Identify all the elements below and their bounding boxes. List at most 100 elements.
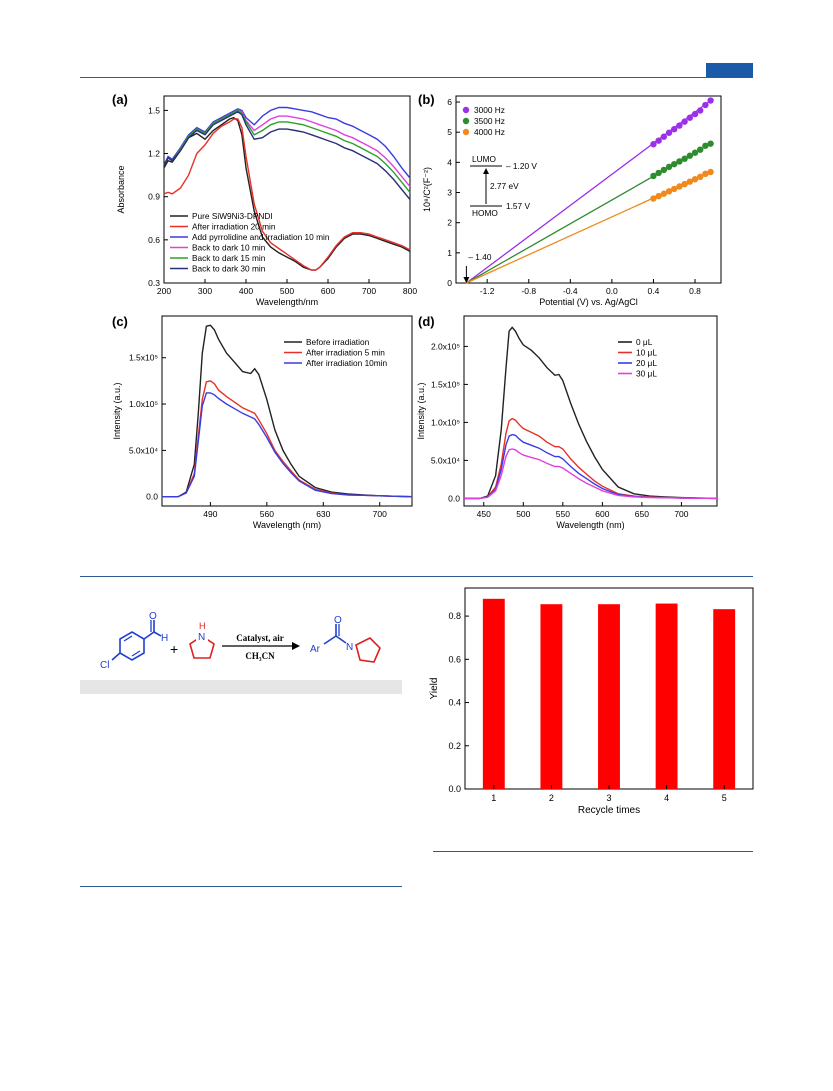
y-axis-label: Intensity (a.u.) [416, 382, 426, 439]
reaction-arrowhead [292, 642, 300, 650]
series-line [163, 118, 411, 271]
conditions-top: Catalyst, air [236, 633, 284, 643]
series-line [464, 326, 718, 500]
x-axis-label: Potential (V) vs. Ag/AgCl [539, 297, 638, 307]
y-tick-label: 0.4 [448, 698, 461, 708]
x-tick-label: 600 [321, 286, 335, 296]
x-tick-label: 800 [403, 286, 417, 296]
figure1-bottom-rule [80, 576, 753, 577]
pyrrolidine-n: N [198, 632, 205, 643]
bar [713, 609, 736, 789]
series-line [464, 417, 718, 500]
plot-frame [455, 95, 722, 284]
x-tick-label: -0.8 [521, 286, 536, 296]
x-tick-label: 3 [606, 793, 611, 803]
flatband-value: – 1.40 [468, 252, 491, 262]
series-line [163, 116, 411, 271]
data-point [702, 142, 709, 149]
x-tick-label: 300 [198, 286, 212, 296]
data-point [707, 140, 714, 147]
x-tick-label: 4 [664, 793, 669, 803]
x-tick-label: 700 [362, 286, 376, 296]
series-line [163, 109, 411, 193]
scheme-table-header-bar [80, 680, 402, 694]
y-axis-label: 10⁸/C²(F⁻²) [422, 167, 432, 212]
data-point [655, 137, 662, 144]
data-point [660, 190, 668, 197]
y-tick-label: 0 [447, 278, 452, 288]
legend-entry: 30 μL [636, 369, 657, 379]
legend-entry: After irradiation 10min [306, 358, 388, 368]
y-tick-label: 6 [447, 97, 452, 107]
ring-inner-bond [131, 650, 141, 657]
y-tick-label: 1.0x10⁵ [129, 399, 158, 409]
legend-entry: 20 μL [636, 358, 657, 368]
legend-entry: 0 μL [636, 337, 653, 347]
flatband-arrowhead [463, 277, 470, 283]
legend-entry: 4000 Hz [474, 127, 505, 137]
legend-entry: 3500 Hz [474, 116, 505, 126]
aldehyde-o-label: O [149, 611, 157, 622]
lumo-label: LUMO [472, 154, 497, 164]
conditions-bottom: CH₃CN [245, 651, 275, 661]
data-point [681, 118, 688, 125]
homo-label: HOMO [472, 208, 498, 218]
legend-marker [462, 128, 470, 136]
aldehyde-h-bond [153, 631, 162, 637]
legend-entry: Back to dark 15 min [192, 253, 266, 263]
legend-entry: Back to dark 10 min [192, 243, 266, 253]
y-tick-label: 5.0x10⁴ [129, 445, 159, 455]
legend-entry: Back to dark 30 min [192, 264, 266, 274]
y-tick-label: 0.0 [146, 492, 158, 502]
x-tick-label: 600 [595, 509, 609, 519]
legend-entry: Pure SiW9Ni3-DPNDI [192, 211, 273, 221]
x-tick-label: 700 [674, 509, 688, 519]
y-tick-label: 1.2 [148, 149, 160, 159]
legend-entry: After irradiation 5 min [306, 348, 385, 358]
data-point [691, 149, 699, 156]
x-tick-label: 630 [316, 509, 330, 519]
data-point [655, 169, 662, 177]
data-point [665, 188, 673, 195]
series-line [163, 106, 411, 179]
x-tick-label: -1.2 [480, 286, 495, 296]
panel-b-mott-schottky-chart: (b) -1.2 -0.8 -0.4 0.0 0.4 0.8 0 1 2 3 4 5 6 Potential… [418, 92, 722, 307]
y-tick-label: 1.5x10⁵ [129, 353, 158, 363]
data-point [681, 180, 688, 188]
data-point [671, 125, 678, 133]
series-line [464, 433, 718, 500]
data-point [697, 146, 704, 153]
bar [540, 604, 563, 789]
y-tick-label: 0.0 [448, 493, 460, 503]
header-rule [80, 77, 753, 78]
x-tick-label: -0.4 [563, 286, 578, 296]
bar [598, 604, 620, 789]
panel-d-label: (d) [418, 314, 435, 329]
x-axis-label: Recycle times [578, 805, 640, 816]
x-axis-label: Wavelength/nm [256, 297, 318, 307]
y-tick-label: 0.6 [148, 235, 160, 245]
series-line [464, 448, 718, 500]
aldehyde-bond [143, 631, 155, 640]
scheme-bottom-rule [80, 886, 402, 887]
y-tick-label: 4 [447, 157, 452, 167]
x-tick-label: 500 [516, 509, 530, 519]
y-tick-label: 0.0 [448, 784, 461, 794]
y-tick-label: 2.0x10⁵ [431, 341, 460, 351]
homo-value: 1.57 V [506, 201, 530, 211]
gap-arrowhead [483, 168, 489, 174]
data-point [671, 185, 678, 193]
plot-frame [463, 315, 718, 507]
x-tick-label: 550 [556, 509, 570, 519]
x-tick-label: 500 [280, 286, 294, 296]
data-point [702, 170, 709, 178]
lumo-value: – 1.20 V [506, 161, 537, 171]
y-tick-label: 1.5 [148, 105, 160, 115]
data-point [650, 195, 657, 202]
data-point [686, 178, 694, 185]
x-tick-label: 560 [260, 509, 274, 519]
x-axis-label: Wavelength (nm) [556, 520, 624, 530]
data-point [702, 101, 709, 109]
data-point [655, 192, 662, 200]
x-tick-label: 490 [203, 509, 217, 519]
